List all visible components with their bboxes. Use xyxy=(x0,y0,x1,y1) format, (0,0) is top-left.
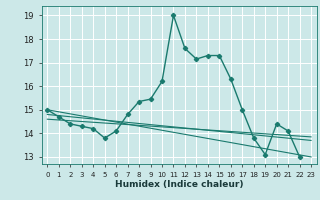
X-axis label: Humidex (Indice chaleur): Humidex (Indice chaleur) xyxy=(115,180,244,189)
